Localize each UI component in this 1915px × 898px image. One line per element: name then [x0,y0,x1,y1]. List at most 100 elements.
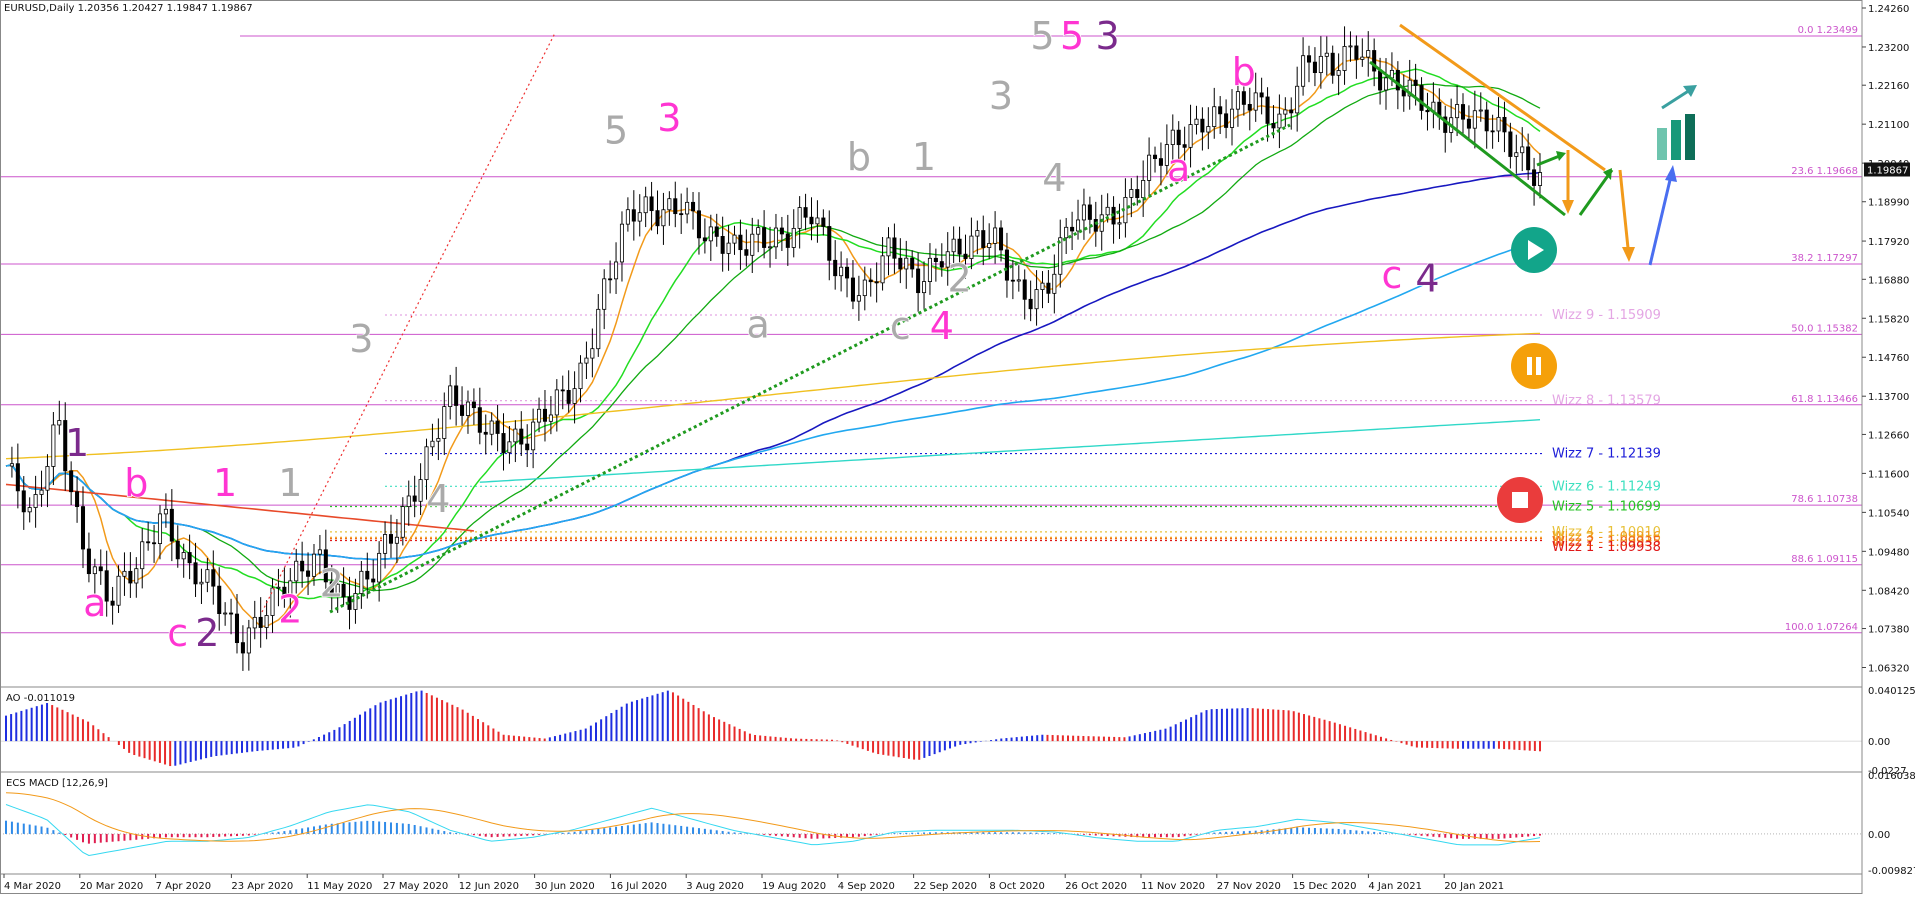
price-tick-label: 1.11600 [1868,469,1909,480]
candle-body [1366,50,1371,58]
wizz-label: Wizz 4 - 1.10010 [1552,525,1661,540]
candle-body [951,238,956,253]
candle-body [1206,126,1211,133]
candle-body [1218,106,1223,115]
candle-body [471,401,476,409]
play-icon[interactable] [1511,227,1557,273]
candle-body [957,238,962,255]
wizz-label: Wizz 7 - 1.12139 [1552,447,1661,462]
pause-icon[interactable] [1511,343,1557,389]
wizz-label: Wizz 8 - 1.13579 [1552,394,1661,409]
candle-body [1259,92,1264,98]
candle-body [169,508,174,542]
teal-arrow-up [1661,88,1691,110]
candle-body [993,227,998,244]
candle-body [234,613,240,644]
candle-body [406,495,411,508]
candle-body [939,261,944,268]
candle-body [51,424,56,467]
candle-body [1182,144,1187,148]
candle-body [211,569,216,587]
candle-body [975,230,980,237]
red-dotted-trendline [261,32,556,613]
candle-body [412,495,417,502]
candle-body [685,201,690,215]
candle-body [217,585,222,614]
wave-label-a: a [83,581,106,625]
candle-body [862,279,867,297]
candle-body [708,226,713,242]
candle-body [525,443,530,451]
candle-body [1514,152,1519,157]
candle-body [146,541,151,544]
stop-icon[interactable] [1497,477,1543,523]
wave-label-c: c [167,611,188,655]
date-tick-label: 20 Jan 2021 [1444,881,1504,892]
candle-body [341,583,346,598]
ao-tick-label: 0.00 [1868,737,1890,748]
candle-body [1129,189,1134,198]
candle-body [1490,130,1495,133]
candle-body [483,431,488,435]
candle-body [365,570,370,580]
candle-body [157,513,163,545]
wave-label-b: b [1232,50,1256,94]
price-tick-label: 1.16880 [1868,275,1909,286]
candle-body [1330,52,1335,76]
date-tick-label: 15 Dec 2020 [1293,881,1357,892]
candle-body [661,209,666,227]
price-tick-label: 1.18990 [1868,198,1909,209]
candle-body [614,261,619,280]
candle-body [916,268,921,294]
candle-body [827,226,832,261]
candle-body [92,566,97,575]
wave-label-4: 4 [1042,156,1066,200]
candle-body [578,362,583,390]
candle-body [886,237,891,257]
bars-icon-bar3 [1685,114,1695,160]
green-arrow-head [1603,168,1612,180]
candle-body [1099,214,1104,232]
candle-body [1147,154,1152,181]
candle-body [1526,146,1531,171]
candle-body [1378,70,1383,91]
wave-label-5: 5 [604,108,628,152]
wave-label-5: 5 [1030,14,1054,58]
candle-body [270,587,275,616]
stop-icon-glyph [1512,492,1528,508]
candle-body [608,278,613,281]
fib-label: 50.0 1.15382 [1791,323,1858,334]
candle-body [566,389,571,404]
candle-body [631,209,636,222]
candle-body [1324,52,1329,57]
macd-label: ECS MACD [12,26,9] [6,778,108,789]
candle-body [383,534,388,554]
current-price-tag [1864,162,1910,177]
candle-body [809,216,814,225]
green-small-arrow-head [1556,151,1566,161]
candle-body [104,570,109,602]
candle-body [1052,273,1057,294]
bars-icon-bar2 [1671,120,1681,160]
date-tick-label: 7 Apr 2020 [156,881,211,892]
candle-body [465,401,470,416]
date-tick-label: 16 Jul 2020 [610,881,667,892]
candle-body [128,570,133,584]
date-tick-label: 3 Aug 2020 [686,881,744,892]
candle-body [738,234,743,251]
candle-body [898,257,903,270]
candle-body [424,446,429,481]
candle-body [1022,279,1027,300]
wave-label-3: 3 [989,74,1013,118]
candle-body [1289,109,1294,114]
channel-upper-line [1399,23,1606,172]
price-tick-label: 1.12660 [1868,430,1909,441]
candle-body [560,389,565,392]
wave-label-2: 2 [195,611,219,655]
candle-body [892,237,897,259]
candle-body [442,406,447,439]
candle-body [223,612,228,615]
candle-body [205,569,210,583]
wave-label-1: 1 [65,421,89,465]
